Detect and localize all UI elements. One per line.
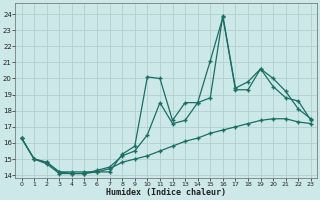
X-axis label: Humidex (Indice chaleur): Humidex (Indice chaleur) <box>106 188 226 197</box>
